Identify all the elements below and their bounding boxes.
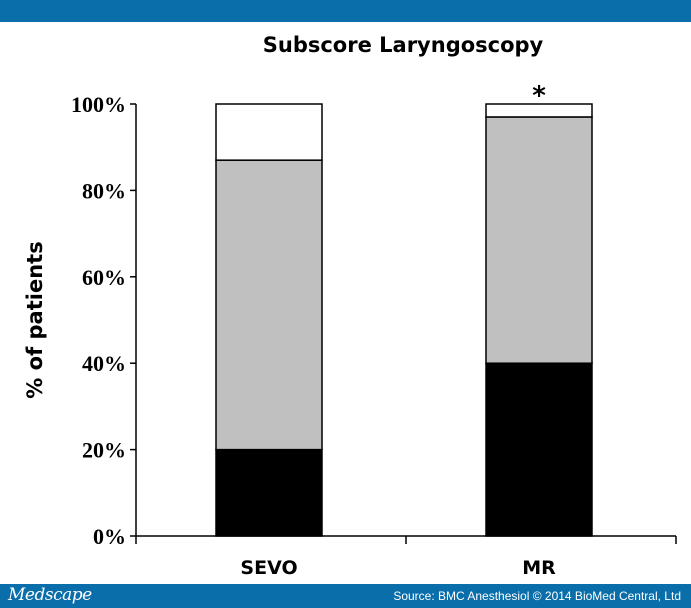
x-axis-categories: SEVO MR [135,536,677,579]
y-tick-label: 20% [82,438,126,463]
footer-bar: Medscape Source: BMC Anesthesiol © 2014 … [0,584,691,608]
y-tick-label: 0% [93,524,126,549]
significance-marker: * [532,81,546,111]
x-category-label: MR [522,557,556,579]
bar-segment-black-sevo [215,448,323,537]
source-credit: Source: BMC Anesthesiol © 2014 BioMed Ce… [393,589,681,603]
y-axis-ticks: 0% 20% 40% 60% 80% 100% [71,92,136,549]
stacked-bar-chart: Subscore Laryngoscopy % of patients 0% 20… [23,33,677,579]
y-tick-label: 80% [82,178,126,203]
y-axis-label: % of patients [23,241,47,398]
bar-segment-gray-sevo [215,159,323,451]
y-tick-label: 100% [71,92,126,117]
bar-segment-gray-mr [485,116,593,364]
top-banner [0,0,691,22]
bar-segment-white-sevo [215,103,323,161]
bar-segment-white-mr [485,103,593,118]
chart-title: Subscore Laryngoscopy [263,33,544,57]
x-category-label: SEVO [240,557,297,579]
y-tick-label: 40% [82,351,126,376]
medscape-logo: Medscape [8,585,92,605]
annotations: * [532,81,546,111]
bars [215,103,593,537]
y-tick-label: 60% [82,265,126,290]
bar-segment-black-mr [485,362,593,537]
